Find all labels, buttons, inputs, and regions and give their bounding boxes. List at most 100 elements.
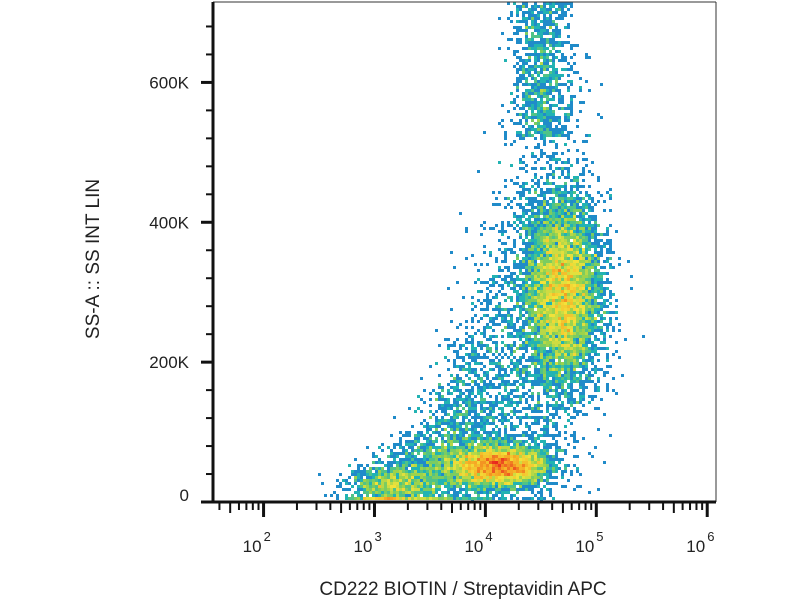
event-bin: [444, 356, 447, 359]
event-bin: [438, 344, 441, 347]
event-bin: [579, 308, 582, 311]
event-bin: [522, 260, 525, 263]
event-bin: [558, 326, 561, 329]
event-bin: [552, 227, 555, 230]
event-bin: [387, 455, 390, 458]
event-bin: [513, 365, 516, 368]
event-bin: [534, 494, 537, 497]
event-bin: [570, 248, 573, 251]
event-bin: [519, 266, 522, 269]
event-bin: [525, 83, 528, 86]
event-bin: [537, 293, 540, 296]
event-bin: [561, 362, 564, 365]
event-bin: [510, 401, 513, 404]
event-bin: [471, 467, 474, 470]
event-bin: [495, 455, 498, 458]
event-bin: [519, 236, 522, 239]
event-bin: [519, 443, 522, 446]
event-bin: [495, 494, 498, 497]
event-bin: [501, 308, 504, 311]
event-bin: [549, 86, 552, 89]
event-bin: [522, 377, 525, 380]
event-bin: [561, 269, 564, 272]
event-bin: [537, 32, 540, 35]
event-bin: [558, 407, 561, 410]
event-bin: [558, 14, 561, 17]
event-bin: [552, 398, 555, 401]
event-bin: [504, 260, 507, 263]
event-bin: [546, 95, 549, 98]
event-bin: [447, 287, 450, 290]
event-bin: [591, 374, 594, 377]
event-bin: [498, 488, 501, 491]
event-bin: [594, 368, 597, 371]
event-bin: [543, 131, 546, 134]
event-bin: [552, 176, 555, 179]
event-bin: [540, 152, 543, 155]
event-bin: [465, 476, 468, 479]
event-bin: [591, 368, 594, 371]
event-bin: [456, 350, 459, 353]
event-bin: [525, 347, 528, 350]
event-bin: [516, 464, 519, 467]
event-bin: [531, 113, 534, 116]
event-bin: [570, 188, 573, 191]
event-bin: [516, 71, 519, 74]
event-bin: [417, 494, 420, 497]
event-bin: [558, 284, 561, 287]
event-bin: [495, 488, 498, 491]
event-bin: [486, 419, 489, 422]
event-bin: [546, 290, 549, 293]
event-bin: [603, 200, 606, 203]
event-bin: [552, 476, 555, 479]
event-bin: [519, 41, 522, 44]
event-bin: [516, 452, 519, 455]
event-bin: [546, 92, 549, 95]
event-bin: [486, 443, 489, 446]
event-bin: [549, 308, 552, 311]
event-bin: [438, 494, 441, 497]
event-bin: [603, 209, 606, 212]
event-bin: [579, 254, 582, 257]
event-bin: [546, 254, 549, 257]
event-bin: [576, 329, 579, 332]
event-bin: [462, 440, 465, 443]
event-bin: [558, 461, 561, 464]
event-bin: [435, 461, 438, 464]
event-bin: [561, 59, 564, 62]
event-bin: [552, 368, 555, 371]
event-bin: [573, 338, 576, 341]
event-bin: [429, 428, 432, 431]
event-bin: [555, 128, 558, 131]
event-bin: [573, 437, 576, 440]
event-bin: [603, 317, 606, 320]
event-bin: [450, 455, 453, 458]
event-bin: [486, 437, 489, 440]
event-bin: [537, 23, 540, 26]
event-bin: [549, 221, 552, 224]
event-bin: [588, 242, 591, 245]
event-bin: [372, 497, 375, 500]
event-bin: [423, 437, 426, 440]
event-bin: [555, 326, 558, 329]
event-bin: [498, 239, 501, 242]
event-bin: [597, 368, 600, 371]
event-bin: [552, 383, 555, 386]
event-bin: [552, 329, 555, 332]
event-bin: [516, 32, 519, 35]
event-bin: [573, 200, 576, 203]
event-bin: [441, 437, 444, 440]
event-bin: [537, 206, 540, 209]
event-bin: [543, 113, 546, 116]
event-bin: [564, 470, 567, 473]
event-bin: [543, 152, 546, 155]
event-bin: [561, 335, 564, 338]
event-bin: [513, 335, 516, 338]
event-bin: [519, 401, 522, 404]
event-bin: [558, 323, 561, 326]
event-bin: [522, 299, 525, 302]
event-bin: [525, 407, 528, 410]
event-bin: [525, 434, 528, 437]
event-bin: [570, 314, 573, 317]
event-bin: [519, 263, 522, 266]
